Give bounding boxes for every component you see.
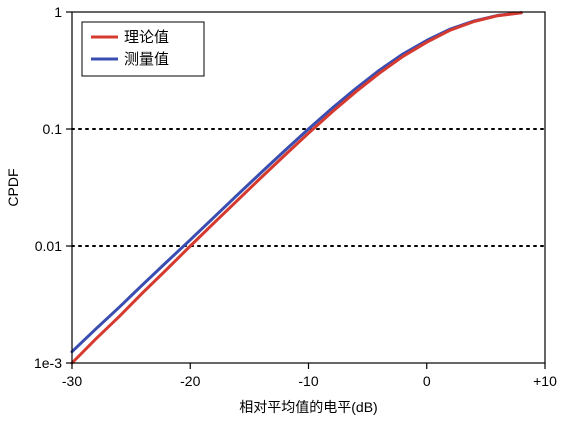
series-layer — [70, 11, 523, 365]
y-axis: 1 0.1 0.01 1e-3 — [34, 4, 72, 371]
y-tick-label-1: 0.1 — [43, 121, 63, 137]
grid-lines — [71, 128, 546, 247]
legend-box — [81, 21, 205, 77]
y-tick-label-3: 1e-3 — [34, 355, 62, 371]
y-tick-label-2: 0.01 — [35, 238, 62, 254]
x-tick-label-2: -10 — [298, 373, 318, 389]
x-tick-label-3: 0 — [423, 373, 431, 389]
legend-label-theoretical: 理论值 — [124, 29, 169, 46]
y-tick-label-0: 1 — [54, 4, 62, 20]
x-axis-label: 相对平均值的电平(dB) — [239, 399, 377, 415]
x-tick-label-0: -30 — [62, 373, 82, 389]
x-axis: -30 -20 -10 0 +10 — [62, 363, 557, 389]
x-tick-label-1: -20 — [180, 373, 200, 389]
series-line-theoretical — [70, 11, 523, 365]
legend: 理论值 测量值 — [81, 21, 205, 77]
legend-label-measured: 测量值 — [124, 51, 169, 68]
x-tick-label-4: +10 — [533, 373, 557, 389]
y-axis-label: CPDF — [5, 168, 21, 206]
